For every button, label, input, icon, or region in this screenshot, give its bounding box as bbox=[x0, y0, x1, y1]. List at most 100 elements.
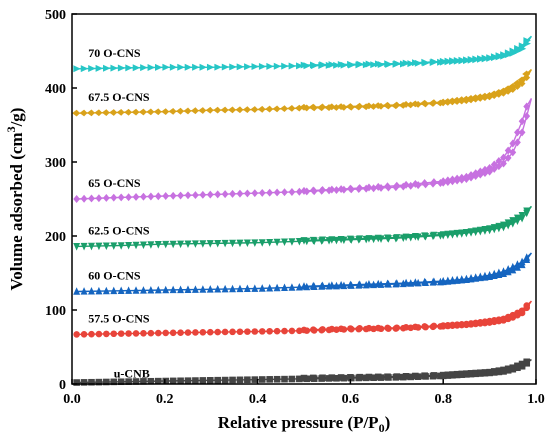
point bbox=[337, 325, 345, 333]
point bbox=[476, 226, 484, 235]
point bbox=[243, 239, 251, 248]
point bbox=[467, 55, 476, 63]
point bbox=[347, 325, 354, 332]
point bbox=[258, 376, 266, 383]
point bbox=[229, 284, 237, 293]
point bbox=[319, 374, 326, 382]
point bbox=[199, 63, 208, 71]
y-tick-label: 400 bbox=[45, 82, 66, 97]
point bbox=[73, 331, 80, 338]
point bbox=[162, 285, 170, 294]
x-tick-label: 0.0 bbox=[63, 392, 81, 407]
point bbox=[384, 279, 391, 287]
point bbox=[370, 235, 378, 244]
x-tick-label: 0.2 bbox=[156, 392, 174, 407]
series-57-5-o-cns bbox=[73, 300, 532, 338]
point bbox=[356, 373, 363, 381]
point bbox=[518, 128, 526, 137]
series-label-62-5-o-cns: 62.5 O-CNS bbox=[88, 223, 150, 237]
point bbox=[221, 239, 229, 248]
point bbox=[250, 106, 259, 113]
point bbox=[430, 322, 438, 330]
point bbox=[214, 328, 221, 336]
point bbox=[393, 234, 401, 242]
point bbox=[523, 207, 531, 216]
point bbox=[258, 239, 266, 247]
point bbox=[103, 378, 110, 386]
point bbox=[462, 229, 470, 237]
point bbox=[214, 239, 222, 248]
point bbox=[73, 195, 81, 203]
point bbox=[273, 375, 281, 383]
point bbox=[393, 324, 401, 332]
point bbox=[73, 65, 81, 73]
point bbox=[132, 330, 140, 337]
point bbox=[402, 180, 410, 189]
point bbox=[125, 64, 133, 72]
x-axis-title-sub: 0 bbox=[379, 421, 385, 435]
point bbox=[300, 282, 308, 290]
point bbox=[125, 193, 133, 202]
point bbox=[273, 327, 281, 335]
point bbox=[213, 106, 222, 114]
desorption-line-65-o-cns bbox=[303, 98, 533, 192]
point bbox=[402, 278, 410, 287]
point bbox=[117, 242, 125, 250]
point bbox=[500, 159, 507, 168]
point bbox=[411, 278, 419, 286]
point bbox=[199, 285, 207, 293]
point bbox=[72, 109, 81, 117]
point bbox=[109, 109, 118, 116]
point bbox=[328, 61, 337, 69]
point bbox=[140, 64, 148, 72]
point bbox=[102, 242, 110, 251]
point bbox=[95, 242, 103, 251]
point bbox=[191, 240, 199, 248]
point bbox=[300, 237, 308, 245]
y-tick-label: 0 bbox=[59, 378, 66, 393]
point bbox=[374, 279, 382, 288]
point bbox=[221, 284, 229, 293]
point bbox=[184, 63, 193, 71]
y-tick-label: 100 bbox=[45, 304, 66, 319]
point bbox=[132, 241, 140, 250]
point bbox=[523, 112, 531, 121]
point bbox=[365, 324, 373, 332]
y-axis-title-sup: 3 bbox=[4, 126, 18, 132]
point bbox=[162, 240, 170, 249]
point bbox=[147, 286, 155, 294]
point bbox=[281, 327, 288, 335]
point bbox=[430, 372, 438, 379]
point bbox=[517, 76, 526, 84]
point bbox=[162, 377, 170, 385]
series-65-o-cns bbox=[73, 98, 533, 203]
point bbox=[110, 64, 118, 72]
point bbox=[412, 59, 420, 67]
point bbox=[356, 184, 364, 193]
point bbox=[139, 286, 147, 294]
point bbox=[288, 62, 297, 70]
point bbox=[258, 284, 266, 292]
point bbox=[125, 330, 132, 337]
plot-frame bbox=[71, 13, 537, 385]
point bbox=[462, 274, 470, 283]
point bbox=[444, 57, 453, 65]
point bbox=[523, 37, 531, 45]
point bbox=[281, 283, 288, 291]
point bbox=[444, 230, 452, 239]
point bbox=[402, 59, 411, 67]
point bbox=[518, 211, 526, 220]
point bbox=[288, 188, 296, 196]
point bbox=[347, 184, 354, 193]
point bbox=[154, 285, 162, 294]
point bbox=[421, 58, 429, 66]
point bbox=[110, 242, 118, 250]
point bbox=[176, 107, 185, 115]
point bbox=[177, 329, 184, 336]
point bbox=[236, 376, 244, 384]
point bbox=[102, 193, 110, 202]
point bbox=[206, 63, 215, 71]
point bbox=[205, 106, 214, 114]
point bbox=[177, 240, 185, 249]
